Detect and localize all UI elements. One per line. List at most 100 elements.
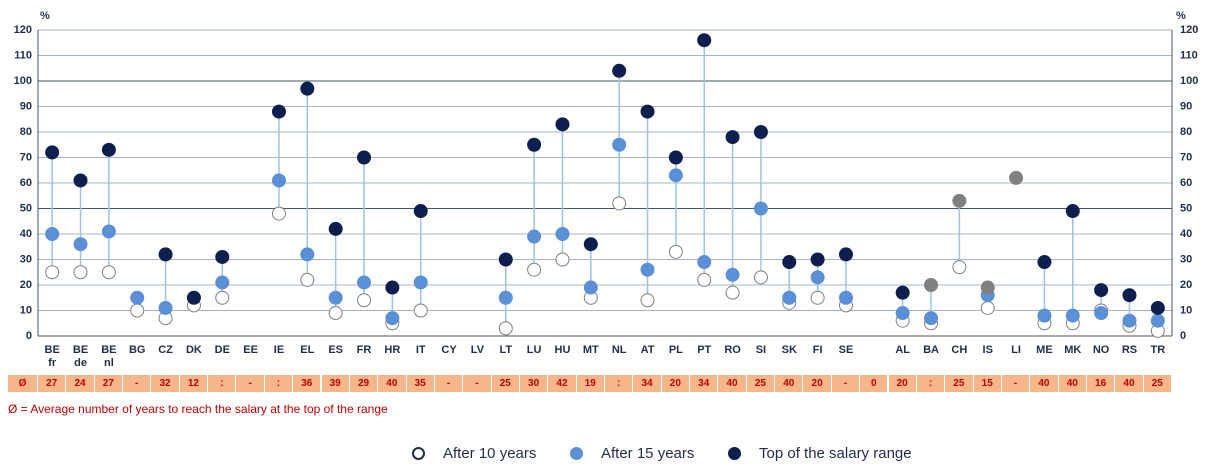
dot bbox=[838, 247, 853, 262]
y2-tick-label: 80 bbox=[1180, 126, 1192, 138]
dot bbox=[357, 150, 372, 165]
dot bbox=[527, 229, 542, 244]
dot bbox=[640, 104, 655, 119]
y2-tick-label: 100 bbox=[1180, 75, 1198, 87]
y2-tick-label: 20 bbox=[1180, 279, 1192, 291]
y-tick-label: 60 bbox=[20, 177, 32, 189]
dot bbox=[753, 201, 768, 216]
x-tick-label: IS bbox=[982, 344, 993, 356]
dot bbox=[300, 81, 315, 96]
average-years: 20 bbox=[888, 375, 917, 392]
x-tick-label: NO bbox=[1092, 344, 1110, 356]
average-years: 40 bbox=[1058, 375, 1087, 392]
x-tick-label: FR bbox=[356, 344, 372, 356]
dot bbox=[215, 249, 230, 264]
dot bbox=[924, 311, 939, 326]
average-years: 35 bbox=[406, 375, 435, 392]
average-years: - bbox=[434, 375, 464, 392]
x-tick-label: SI bbox=[755, 344, 767, 356]
y-tick-label: 0 bbox=[26, 330, 32, 342]
dot bbox=[1037, 255, 1052, 270]
dot bbox=[1122, 313, 1137, 328]
x-tick-label: BA bbox=[923, 344, 939, 356]
dot bbox=[895, 306, 910, 321]
dot bbox=[73, 173, 88, 188]
dot bbox=[1065, 308, 1080, 323]
average-years: 15 bbox=[973, 375, 1002, 392]
unit-right: % bbox=[1176, 10, 1186, 22]
dot bbox=[782, 290, 797, 305]
dot bbox=[498, 290, 513, 305]
x-tick-label: AL bbox=[895, 344, 910, 356]
y2-tick-label: 70 bbox=[1180, 151, 1192, 163]
average-years: 25 bbox=[746, 375, 776, 392]
dot bbox=[838, 290, 853, 305]
y2-tick-label: 110 bbox=[1180, 49, 1198, 61]
average-years: - bbox=[463, 375, 492, 392]
x-tick-label: HR bbox=[384, 344, 401, 356]
dot bbox=[271, 104, 286, 119]
y-tick-label: 40 bbox=[20, 228, 32, 240]
x-tick-label: EE bbox=[243, 344, 258, 356]
y-tick-label: 90 bbox=[20, 100, 32, 112]
average-years: 25 bbox=[491, 375, 520, 392]
average-years: 20 bbox=[661, 375, 691, 392]
dot bbox=[357, 293, 372, 308]
dot bbox=[810, 270, 825, 285]
x-tick-label: BE nl bbox=[101, 344, 117, 369]
y2-tick-label: 120 bbox=[1180, 24, 1198, 36]
dot bbox=[810, 252, 825, 267]
dot bbox=[725, 285, 740, 300]
dot bbox=[527, 137, 542, 152]
dot bbox=[413, 204, 428, 219]
dot bbox=[45, 265, 60, 280]
dot bbox=[130, 303, 145, 318]
dot bbox=[924, 278, 939, 292]
legend-label: After 10 years bbox=[443, 445, 537, 462]
dot bbox=[385, 311, 400, 326]
y2-tick-label: 30 bbox=[1180, 253, 1192, 265]
y-tick-label: 100 bbox=[14, 75, 32, 87]
dot bbox=[583, 280, 598, 295]
x-tick-label: BE de bbox=[72, 344, 89, 369]
x-tick-label: DE bbox=[214, 344, 230, 356]
y2-tick-label: 60 bbox=[1180, 177, 1192, 189]
average-years: 25 bbox=[1143, 375, 1172, 392]
legend-marker bbox=[570, 447, 583, 460]
dot bbox=[668, 244, 683, 259]
average-years: - bbox=[123, 375, 152, 392]
y2-tick-label: 90 bbox=[1180, 100, 1192, 112]
average-years: 0 bbox=[860, 375, 889, 392]
dot bbox=[612, 137, 627, 152]
dot bbox=[101, 265, 116, 280]
dot bbox=[1037, 308, 1052, 323]
average-years: 34 bbox=[633, 375, 662, 392]
x-tick-label: BE fr bbox=[44, 344, 60, 369]
y-tick-label: 110 bbox=[14, 49, 32, 61]
note: Ø = Average number of years to reach the… bbox=[8, 402, 388, 416]
x-tick-label: PL bbox=[668, 344, 683, 356]
average-years: 40 bbox=[1030, 375, 1059, 392]
dot bbox=[697, 255, 712, 270]
dot bbox=[1065, 204, 1080, 219]
legend-item: After 15 years bbox=[570, 445, 694, 462]
dot bbox=[413, 275, 428, 290]
x-tick-label: TR bbox=[1150, 344, 1166, 356]
x-tick-label: SE bbox=[838, 344, 854, 356]
dot bbox=[640, 262, 655, 277]
dot bbox=[782, 255, 797, 270]
dot bbox=[215, 290, 230, 305]
x-tick-label: SK bbox=[781, 344, 797, 356]
average-years: 40 bbox=[775, 375, 804, 392]
y-tick-label: 10 bbox=[20, 304, 32, 316]
average-years: 32 bbox=[151, 375, 180, 392]
legend-label: After 15 years bbox=[601, 445, 695, 462]
dot bbox=[413, 303, 428, 318]
x-tick-label: CY bbox=[441, 344, 457, 356]
dot bbox=[271, 206, 286, 221]
average-years: 40 bbox=[378, 375, 407, 392]
dot bbox=[186, 290, 201, 305]
y2-tick-label: 50 bbox=[1180, 202, 1192, 214]
